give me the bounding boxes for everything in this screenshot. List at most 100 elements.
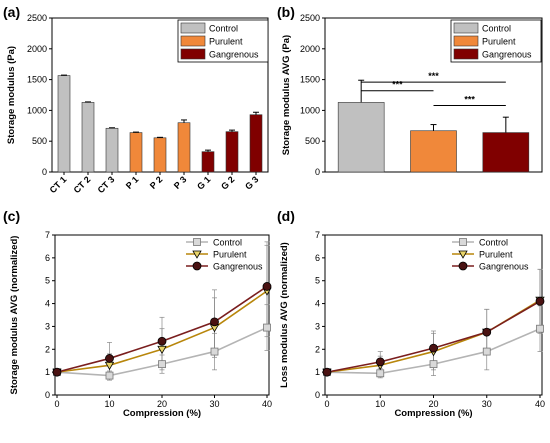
y-tick-label: 1 xyxy=(45,367,50,377)
x-axis-title: Compression (%) xyxy=(123,408,201,419)
marker-circle xyxy=(535,296,545,306)
x-tick-label: G 1 xyxy=(195,174,212,191)
bar-p1 xyxy=(129,132,143,173)
x-tick-label: 10 xyxy=(104,399,114,409)
x-tick-label: G 3 xyxy=(243,174,260,191)
panel-label: (a) xyxy=(3,4,20,20)
marker-circle xyxy=(458,261,468,271)
x-tick-label: 30 xyxy=(482,399,492,409)
legend-label: Control xyxy=(482,24,511,34)
y-tick-label: 0 xyxy=(315,390,320,400)
significance-label: *** xyxy=(464,94,475,104)
legend-label: Purulent xyxy=(213,250,247,260)
y-tick-label: 5 xyxy=(315,276,320,286)
panel-label: (c) xyxy=(3,208,20,224)
bar-g3 xyxy=(249,114,263,173)
bar-p3 xyxy=(177,122,191,173)
bar-purulent xyxy=(410,130,457,173)
y-tick-label: 6 xyxy=(315,253,320,263)
marker-triangle xyxy=(458,250,468,259)
marker-circle xyxy=(157,336,167,346)
y-tick-label: 2 xyxy=(315,344,320,354)
x-tick-label: CT 1 xyxy=(48,174,69,195)
marker-square xyxy=(376,369,385,378)
significance-label: *** xyxy=(392,80,403,90)
y-tick-label: 2500 xyxy=(300,13,320,23)
marker-circle xyxy=(322,367,332,377)
bar-p2 xyxy=(153,137,167,173)
legend-label: Gangrenous xyxy=(482,50,532,60)
bar-ct2 xyxy=(81,102,95,173)
legend-label: Purulent xyxy=(482,37,516,47)
x-tick-label: 0 xyxy=(324,399,329,409)
x-tick-label: P 3 xyxy=(172,174,189,191)
bar-ct1 xyxy=(57,75,71,173)
x-tick-label: P 2 xyxy=(148,174,165,191)
legend-label: Purulent xyxy=(479,250,513,260)
y-axis-title: Storage modulus (Pa) xyxy=(6,46,17,144)
marker-square xyxy=(482,347,491,356)
y-tick-label: 7 xyxy=(315,230,320,240)
x-tick-label: 30 xyxy=(209,399,219,409)
y-tick-label: 2 xyxy=(45,344,50,354)
marker-circle xyxy=(105,354,114,363)
x-tick-label: CT 3 xyxy=(96,174,117,195)
y-tick-label: 1500 xyxy=(300,75,320,85)
y-tick-label: 2500 xyxy=(27,13,47,23)
legend-label: Gangrenous xyxy=(213,262,263,272)
marker-circle xyxy=(429,343,438,353)
marker-triangle xyxy=(192,250,202,259)
x-tick-label: 20 xyxy=(428,399,438,409)
legend-label: Gangrenous xyxy=(479,262,529,272)
y-tick-label: 6 xyxy=(45,253,50,263)
panel-label: (b) xyxy=(277,4,295,20)
x-tick-label: 20 xyxy=(157,399,167,409)
legend-swatch-purulent xyxy=(453,35,479,47)
marker-circle xyxy=(482,327,492,337)
x-tick-label: 0 xyxy=(54,399,59,409)
marker-circle xyxy=(210,317,219,327)
bar-control xyxy=(337,102,385,173)
marker-square xyxy=(429,360,438,369)
y-tick-label: 2000 xyxy=(27,44,47,54)
y-axis-title: Storage modulus AVG (normalized) xyxy=(9,236,20,395)
y-tick-label: 3 xyxy=(315,321,320,331)
x-tick-label: 40 xyxy=(262,399,272,409)
marker-square xyxy=(263,323,271,332)
marker-square xyxy=(105,371,114,380)
y-tick-label: 0 xyxy=(45,390,50,400)
marker-square xyxy=(210,347,219,356)
y-tick-label: 3 xyxy=(45,321,50,331)
legend-swatch-control xyxy=(180,22,206,34)
y-axis-title: Loss modulus AVG (normalized) xyxy=(279,242,290,388)
bar-ct3 xyxy=(105,127,119,173)
marker-square xyxy=(158,360,166,369)
x-tick-label: G 2 xyxy=(219,174,236,191)
bar-gangrenous xyxy=(482,132,530,173)
marker-square xyxy=(536,324,544,333)
y-tick-label: 2000 xyxy=(300,44,320,54)
x-tick-label: CT 2 xyxy=(72,174,93,195)
y-tick-label: 1 xyxy=(315,367,320,377)
y-tick-label: 0 xyxy=(315,167,320,177)
x-tick-label: 40 xyxy=(535,399,545,409)
marker-triangle xyxy=(157,345,167,355)
y-tick-label: 500 xyxy=(305,136,320,146)
bar-g1 xyxy=(201,151,215,173)
panel-label: (d) xyxy=(277,208,295,224)
y-tick-label: 1000 xyxy=(27,105,47,115)
marker-square xyxy=(459,238,467,246)
y-tick-label: 7 xyxy=(45,230,50,240)
y-tick-label: 1500 xyxy=(27,75,47,85)
x-tick-label: P 1 xyxy=(124,174,141,191)
marker-square xyxy=(193,238,201,246)
x-axis-title: Compression (%) xyxy=(394,408,472,419)
y-tick-label: 4 xyxy=(45,299,50,309)
legend-label: Control xyxy=(209,24,238,34)
y-tick-label: 0 xyxy=(42,167,47,177)
bar-g2 xyxy=(225,131,239,173)
legend-swatch-gangrenous xyxy=(453,48,479,60)
legend-label: Purulent xyxy=(209,37,243,47)
y-tick-label: 1000 xyxy=(300,105,320,115)
